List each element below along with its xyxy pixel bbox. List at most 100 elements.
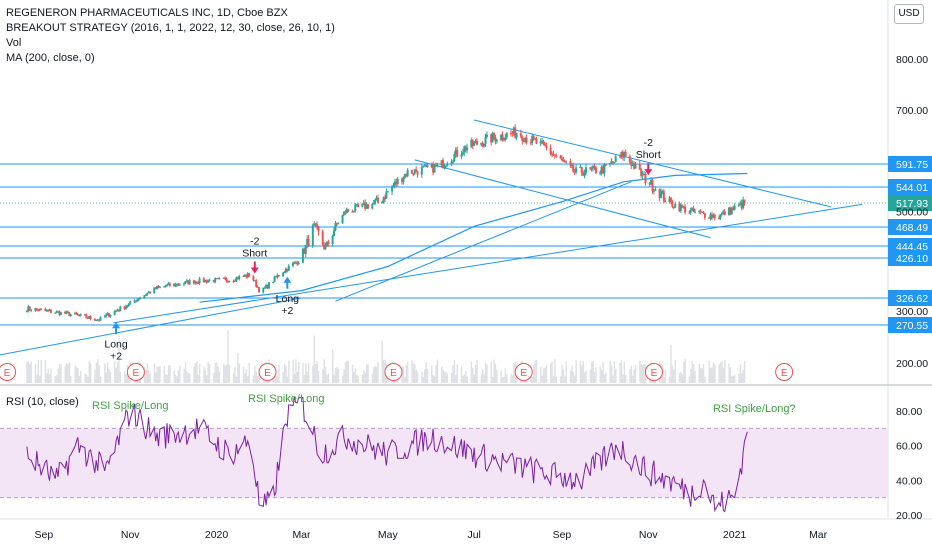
volume-bar	[602, 361, 604, 383]
candle-up	[124, 306, 127, 309]
rsi-pane[interactable]: 20.00 40.00 60.00 80.00 RSI Spike/Long RSI Sp…	[0, 393, 922, 522]
earnings-marker[interactable]	[0, 363, 17, 381]
candle-down	[640, 169, 643, 176]
volume-bar	[317, 370, 320, 383]
volume-bar	[462, 375, 464, 383]
volume-bar	[583, 372, 586, 383]
earnings-marker[interactable]	[644, 363, 663, 381]
candle-down	[684, 206, 687, 213]
candle-up	[59, 311, 62, 315]
volume-bar	[97, 359, 99, 383]
candle-down	[743, 199, 746, 204]
volume-bar	[223, 363, 225, 383]
volume-bar	[227, 330, 229, 383]
volume-bar	[510, 373, 512, 383]
volume-bar	[323, 359, 325, 383]
volume-bar	[46, 373, 48, 383]
currency-button[interactable]: USD	[894, 4, 924, 24]
volume-bar	[363, 370, 365, 383]
volume-bar	[633, 369, 635, 383]
candle-down	[572, 165, 575, 172]
volume-bar	[187, 373, 190, 383]
candle-up	[293, 262, 296, 264]
candle-up	[119, 306, 122, 311]
candle-up	[742, 199, 745, 209]
candle-up	[483, 143, 486, 147]
volume-bar	[104, 363, 106, 383]
earnings-marker[interactable]	[258, 363, 277, 381]
trendline[interactable]	[414, 159, 711, 239]
trendlines[interactable]	[0, 119, 863, 356]
trendline[interactable]	[474, 119, 831, 208]
volume-bar	[78, 375, 81, 383]
candle-down	[412, 173, 415, 175]
candle-up	[600, 166, 603, 173]
volume-bar	[70, 375, 72, 383]
volume-bar	[324, 367, 327, 383]
candle-down	[522, 141, 525, 143]
earnings-marker[interactable]	[384, 363, 403, 381]
volume-bar	[361, 374, 364, 383]
candle-down	[57, 311, 60, 313]
long-entry-arrow	[112, 322, 121, 335]
volume-bar	[381, 340, 383, 383]
candle-up	[276, 275, 279, 278]
candle-down	[197, 282, 200, 284]
price-axis[interactable]: 591.75544.01468.49444.45426.10326.62270.…	[888, 54, 932, 370]
candle-down	[553, 154, 556, 156]
trendline[interactable]	[0, 297, 302, 356]
volume-bar	[684, 359, 686, 383]
candle-down	[405, 174, 408, 177]
candle-down	[76, 314, 79, 316]
candle-down	[532, 135, 535, 139]
candle-up	[539, 141, 542, 144]
candle-up	[722, 211, 725, 214]
earnings-marker[interactable]	[126, 363, 145, 381]
candle-up	[218, 278, 221, 280]
candle-down	[225, 278, 228, 282]
trade-label: Long	[104, 338, 128, 350]
horizontal-levels[interactable]	[0, 163, 888, 326]
earnings-marker[interactable]	[514, 363, 533, 381]
volume-bar	[334, 367, 337, 383]
volume-label[interactable]: Vol	[6, 37, 22, 49]
volume-bar	[258, 369, 260, 383]
candle-down	[563, 161, 566, 163]
volume-bar	[288, 360, 290, 383]
candle-down	[426, 165, 429, 168]
volume-bar	[285, 365, 287, 383]
candle-down	[86, 317, 89, 319]
volume-bar	[642, 364, 644, 383]
candle-down	[66, 311, 69, 313]
candle-down	[611, 161, 614, 163]
volume-bar	[206, 375, 208, 383]
candle-up	[147, 291, 150, 294]
volume-bar	[34, 364, 37, 383]
trendline[interactable]	[113, 203, 863, 324]
candle-down	[335, 223, 338, 225]
candle-up	[262, 287, 265, 293]
strategy-label[interactable]: BREAKOUT STRATEGY (2016, 1, 1, 2022, 12,…	[6, 22, 335, 34]
symbol-title[interactable]: REGENERON PHARMACEUTICALS INC, 1D, Cboe …	[6, 7, 288, 19]
volume-bar	[228, 364, 231, 383]
rsi-annotation: RSI Spike/Long?	[713, 403, 796, 415]
candle-down	[192, 280, 195, 284]
candle-up	[737, 204, 740, 206]
price-axis-tick: 700.00	[896, 105, 928, 117]
candle-up	[433, 165, 436, 173]
volume-bar	[554, 359, 556, 383]
rsi-legend-label[interactable]: RSI (10, close)	[6, 396, 79, 408]
volume-bar	[245, 368, 248, 383]
candle-down	[256, 286, 259, 288]
candle-down	[481, 142, 484, 147]
moving-average-label[interactable]: MA (200, close, 0)	[6, 52, 95, 64]
candle-down	[364, 202, 367, 209]
volume-bar	[490, 361, 492, 383]
candle-up	[156, 285, 159, 289]
earnings-marker[interactable]	[775, 363, 794, 381]
trendline[interactable]	[335, 181, 632, 302]
time-axis[interactable]: Sep Nov 2020 Mar May Jul Sep Nov 2021 Mar	[35, 529, 828, 541]
